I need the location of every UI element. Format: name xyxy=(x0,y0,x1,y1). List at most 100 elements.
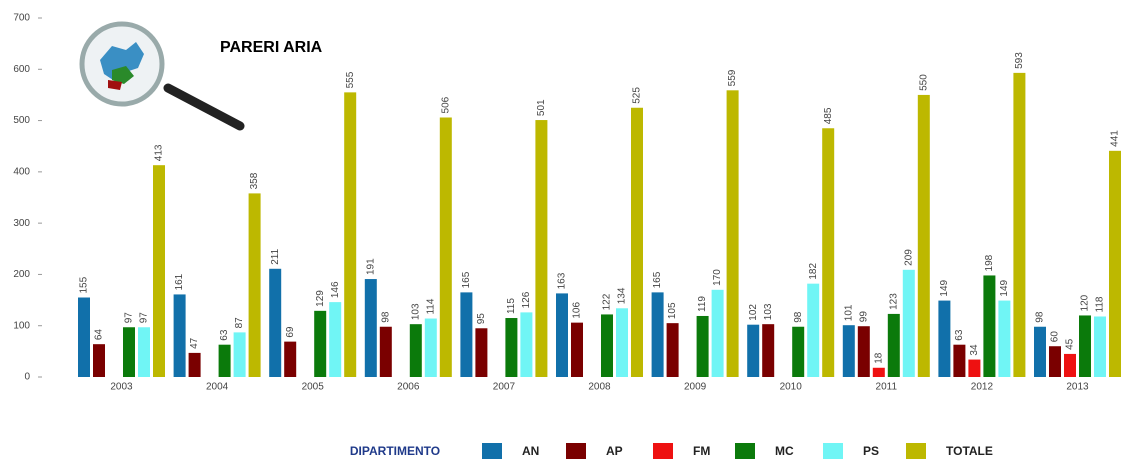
legend-swatch xyxy=(653,443,673,459)
value-label: 119 xyxy=(697,296,708,312)
bar xyxy=(364,279,377,377)
value-label: 118 xyxy=(1095,296,1106,312)
value-label: 165 xyxy=(461,271,472,288)
value-label: 165 xyxy=(652,271,663,288)
value-label: 191 xyxy=(365,258,376,275)
value-label: 358 xyxy=(249,172,260,189)
bar xyxy=(872,367,885,377)
magnifier-icon xyxy=(79,21,245,131)
value-label: 170 xyxy=(712,269,723,286)
bar xyxy=(93,344,105,377)
bar xyxy=(902,269,915,377)
x-tick-label: 2004 xyxy=(206,382,229,393)
value-label: 122 xyxy=(602,293,613,310)
value-label: 103 xyxy=(410,303,421,320)
value-label: 146 xyxy=(330,281,341,298)
value-label: 550 xyxy=(918,74,929,91)
bar xyxy=(188,352,201,377)
bar xyxy=(1079,315,1091,377)
value-label: 45 xyxy=(1065,338,1076,350)
value-label: 18 xyxy=(873,352,884,364)
value-label: 129 xyxy=(315,290,326,307)
bar xyxy=(505,318,518,377)
value-label: 87 xyxy=(234,317,245,329)
value-label: 98 xyxy=(1035,311,1046,323)
bar xyxy=(248,193,261,377)
legend-label: TOTALE xyxy=(946,444,993,458)
value-label: 182 xyxy=(808,263,819,280)
x-tick-label: 2008 xyxy=(588,382,611,393)
value-label: 34 xyxy=(969,344,980,356)
y-tick-label: 200 xyxy=(13,269,30,280)
y-tick-label: 600 xyxy=(13,64,30,75)
value-label: 123 xyxy=(888,293,899,310)
y-tick-label: 300 xyxy=(13,218,30,229)
legend-title: DIPARTIMENTO xyxy=(350,444,440,458)
value-label: 114 xyxy=(425,298,436,314)
bar xyxy=(1049,346,1061,377)
value-label: 555 xyxy=(345,71,356,88)
bar xyxy=(123,327,135,377)
value-label: 209 xyxy=(903,249,914,266)
bar xyxy=(792,326,805,377)
value-label: 149 xyxy=(999,279,1010,296)
value-label: 211 xyxy=(270,248,281,264)
bar xyxy=(807,283,820,377)
bar xyxy=(842,325,855,377)
value-label: 559 xyxy=(727,69,738,86)
value-label: 99 xyxy=(858,311,869,323)
bar xyxy=(616,308,628,377)
bar xyxy=(968,359,981,377)
y-tick-label: 100 xyxy=(13,320,30,331)
value-label: 198 xyxy=(984,254,995,271)
bar xyxy=(822,128,835,377)
bar xyxy=(651,292,664,377)
value-label: 63 xyxy=(219,329,230,341)
bar xyxy=(284,341,297,377)
bar xyxy=(1013,72,1026,377)
bar xyxy=(153,165,165,377)
bar xyxy=(1094,316,1106,377)
bar xyxy=(535,120,548,378)
bar xyxy=(1034,326,1046,377)
value-label: 95 xyxy=(476,313,487,325)
bar xyxy=(344,92,357,377)
bar xyxy=(460,292,473,377)
bar xyxy=(439,117,452,377)
bar xyxy=(666,323,679,377)
value-label: 97 xyxy=(139,312,150,324)
value-label: 98 xyxy=(793,311,804,323)
value-label: 134 xyxy=(617,287,628,304)
value-label: 161 xyxy=(174,273,185,290)
bar xyxy=(711,289,724,377)
bar xyxy=(571,322,583,377)
value-label: 501 xyxy=(536,99,547,116)
value-label: 441 xyxy=(1110,130,1121,147)
legend-label: AN xyxy=(522,444,539,458)
x-tick-label: 2005 xyxy=(302,382,325,393)
bar xyxy=(269,268,282,377)
value-label: 98 xyxy=(380,311,391,323)
value-label: 69 xyxy=(285,326,296,338)
x-tick-label: 2011 xyxy=(876,382,898,393)
value-label: 97 xyxy=(124,312,135,324)
value-label: 63 xyxy=(954,329,965,341)
bar xyxy=(998,300,1011,377)
bar xyxy=(857,326,870,377)
legend-swatch xyxy=(735,443,755,459)
value-label: 155 xyxy=(79,276,90,293)
legend-label: AP xyxy=(606,444,623,458)
bar xyxy=(233,332,246,377)
bar xyxy=(762,324,775,377)
value-label: 64 xyxy=(94,329,105,341)
bar xyxy=(601,314,613,377)
x-tick-label: 2010 xyxy=(780,382,803,393)
value-label: 120 xyxy=(1080,294,1091,311)
bar xyxy=(631,107,643,377)
value-label: 106 xyxy=(572,302,583,319)
bar xyxy=(409,324,422,377)
value-label: 149 xyxy=(939,279,950,296)
value-label: 506 xyxy=(440,96,451,113)
value-label: 593 xyxy=(1014,52,1025,69)
